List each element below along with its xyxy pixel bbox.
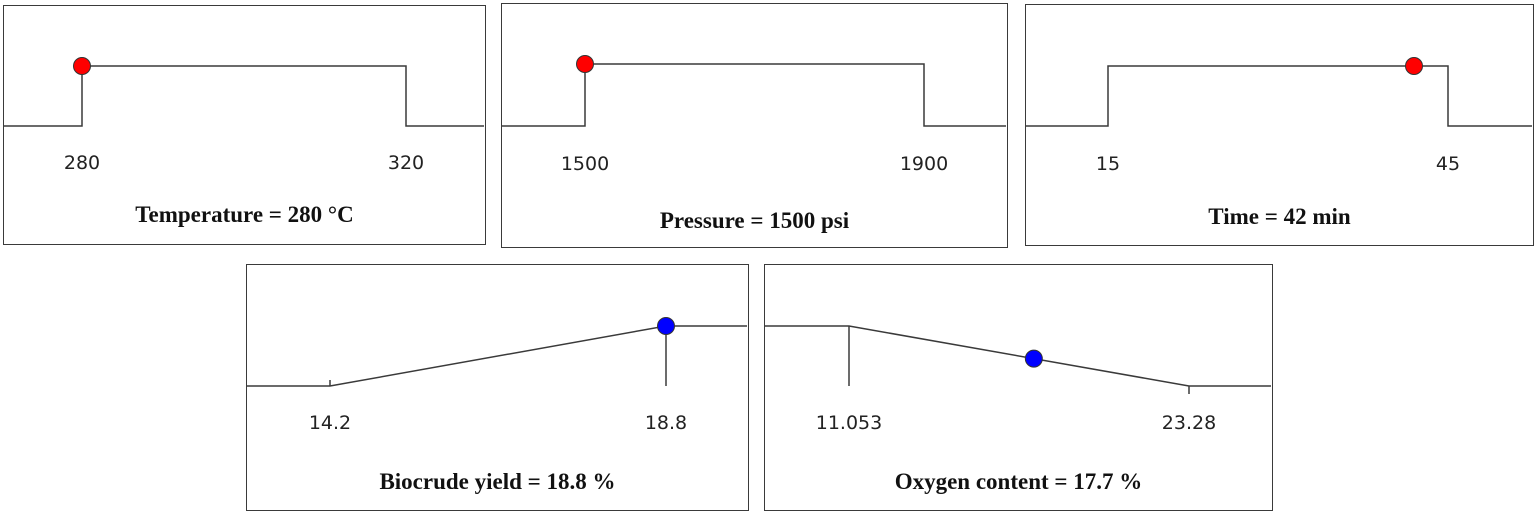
- time-desirability-line: [1026, 65, 1532, 127]
- temperature-panel: 280 320 Temperature = 280 °C: [3, 5, 486, 245]
- biocrude-yield-panel: 14.2 18.8 Biocrude yield = 18.8 %: [246, 264, 749, 511]
- pressure-high-label: 1900: [900, 153, 948, 175]
- time-desirability-plot: 15 45: [1026, 57, 1532, 175]
- pressure-setting-marker: [576, 55, 594, 73]
- biocrude-yield-title: Biocrude yield = 18.8 %: [379, 469, 616, 494]
- biocrude-yield-desirability-plot: 14.2 18.8: [247, 317, 747, 434]
- temperature-desirability-line: [4, 65, 484, 127]
- oxygen-content-low-label: 11.053: [816, 412, 882, 434]
- time-panel: 15 45 Time = 42 min: [1025, 4, 1534, 246]
- oxygen-content-desirability-line: [765, 325, 1271, 387]
- pressure-desirability-line: [502, 63, 1006, 127]
- biocrude-yield-desirability-line: [247, 325, 747, 387]
- time-low-label: 15: [1096, 153, 1120, 175]
- pressure-panel: 1500 1900 Pressure = 1500 psi: [501, 3, 1008, 248]
- time-setting-marker: [1405, 57, 1423, 75]
- pressure-title: Pressure = 1500 psi: [659, 208, 850, 233]
- pressure-low-label: 1500: [561, 153, 609, 175]
- oxygen-content-panel: 11.053 23.28 Oxygen content = 17.7 %: [764, 264, 1273, 511]
- oxygen-content-high-label: 23.28: [1162, 412, 1216, 434]
- time-title: Time = 42 min: [1208, 204, 1351, 229]
- biocrude-yield-high-label: 18.8: [645, 412, 687, 434]
- temperature-desirability-plot: 280 320: [4, 57, 484, 174]
- oxygen-content-setting-marker: [1024, 349, 1043, 368]
- oxygen-content-title: Oxygen content = 17.7 %: [894, 469, 1143, 494]
- pressure-desirability-plot: 1500 1900: [502, 55, 1006, 175]
- oxygen-content-desirability-plot: 11.053 23.28: [765, 325, 1271, 434]
- time-high-label: 45: [1436, 153, 1460, 175]
- temperature-low-label: 280: [64, 152, 100, 174]
- temperature-title: Temperature = 280 °C: [135, 202, 354, 227]
- temperature-setting-marker: [73, 57, 91, 75]
- biocrude-yield-setting-marker: [657, 317, 675, 335]
- temperature-high-label: 320: [388, 152, 424, 174]
- biocrude-yield-low-label: 14.2: [309, 412, 351, 434]
